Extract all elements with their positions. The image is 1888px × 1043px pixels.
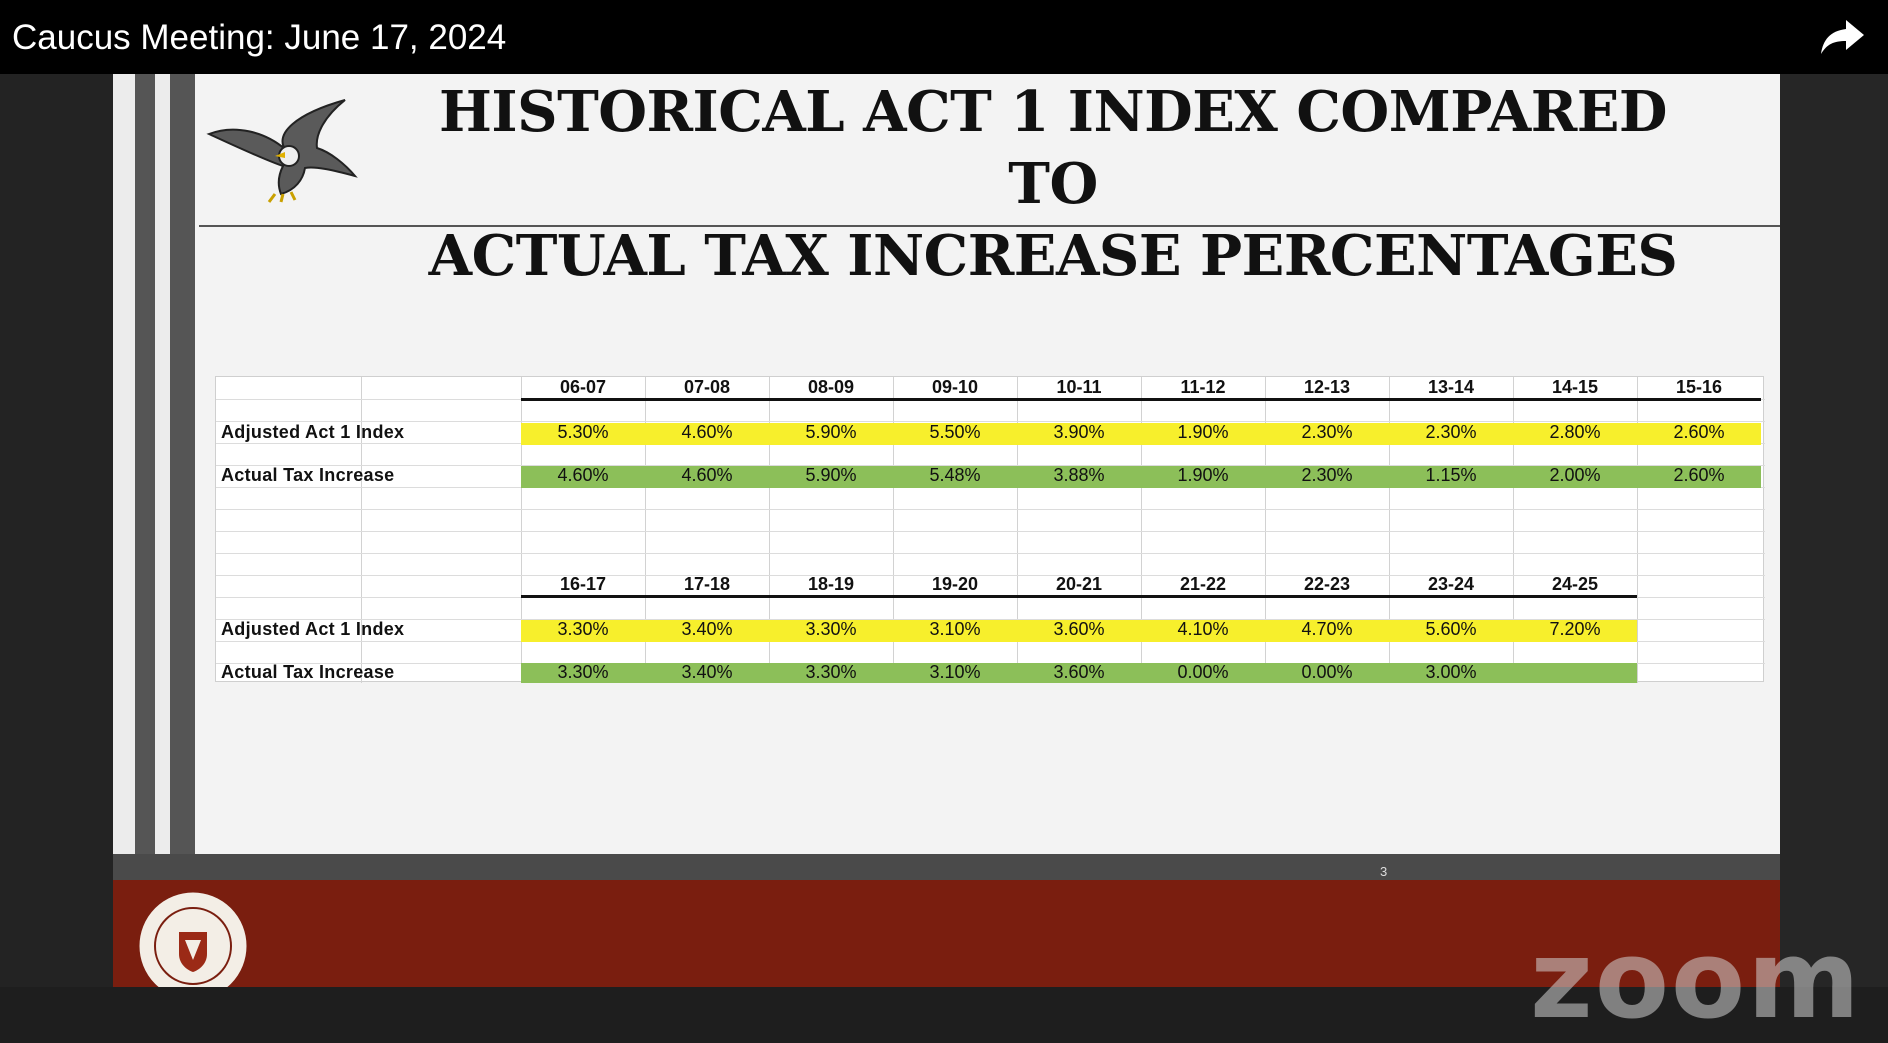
top-index-row-fill [521, 423, 1761, 445]
share-button[interactable] [1818, 14, 1868, 60]
year-header: 12-13 [1303, 377, 1351, 397]
actual-row-label: Actual Tax Increase [221, 662, 395, 682]
year-header: 15-16 [1675, 377, 1723, 397]
year-header: 23-24 [1427, 574, 1475, 594]
index-value: 3.30% [805, 619, 857, 639]
actual-row-label: Actual Tax Increase [221, 465, 395, 485]
year-header: 17-18 [683, 574, 731, 594]
year-header: 14-15 [1551, 377, 1599, 397]
index-value: 3.10% [929, 619, 981, 639]
index-value: 5.90% [805, 422, 857, 442]
year-header: 08-09 [807, 377, 855, 397]
year-header: 19-20 [931, 574, 979, 594]
index-value: 5.30% [557, 422, 609, 442]
index-value: 2.30% [1425, 422, 1477, 442]
index-value: 2.60% [1673, 422, 1725, 442]
index-row-label: Adjusted Act 1 Index [221, 422, 405, 442]
actual-value: 5.48% [929, 465, 981, 485]
actual-value: 3.10% [929, 662, 981, 682]
year-header: 06-07 [559, 377, 607, 397]
school-district-seal-icon [136, 889, 250, 987]
index-value: 5.60% [1425, 619, 1477, 639]
video-title-bar: Caucus Meeting: June 17, 2024 [0, 0, 1888, 74]
presentation-slide: HISTORICAL ACT 1 INDEX COMPARED TO ACTUA… [113, 74, 1780, 854]
index-value: 2.80% [1549, 422, 1601, 442]
slide-bottom-bar [113, 854, 1780, 880]
top-actual-row-fill [521, 466, 1761, 488]
slide-title-line-1: HISTORICAL ACT 1 INDEX COMPARED TO [439, 79, 1667, 217]
actual-value: 2.00% [1549, 465, 1601, 485]
actual-value: 1.90% [1177, 465, 1229, 485]
actual-value: 3.40% [681, 662, 733, 682]
year-header: 20-21 [1055, 574, 1103, 594]
video-title[interactable]: Caucus Meeting: June 17, 2024 [12, 18, 507, 57]
bottom-index-row-fill [521, 620, 1637, 642]
year-header: 09-10 [931, 377, 979, 397]
index-value: 4.70% [1301, 619, 1353, 639]
actual-value: 3.30% [557, 662, 609, 682]
year-header: 16-17 [559, 574, 607, 594]
actual-value: 3.00% [1425, 662, 1477, 682]
eagle-mascot-icon [206, 99, 358, 203]
index-value: 3.40% [681, 619, 733, 639]
actual-value: 0.00% [1177, 662, 1229, 682]
index-value: 1.90% [1177, 422, 1229, 442]
title-divider [199, 225, 1780, 227]
year-header: 18-19 [807, 574, 855, 594]
year-header: 13-14 [1427, 377, 1475, 397]
index-value: 4.10% [1177, 619, 1229, 639]
zoom-watermark: zoom [1530, 918, 1862, 1043]
actual-value: 2.60% [1673, 465, 1725, 485]
actual-value: 5.90% [805, 465, 857, 485]
tax-comparison-table: 06-07 07-08 08-09 09-10 10-11 11-12 12-1… [215, 376, 1765, 683]
actual-value: 3.88% [1053, 465, 1105, 485]
year-header: 24-25 [1551, 574, 1599, 594]
year-header: 22-23 [1303, 574, 1351, 594]
slide-title: HISTORICAL ACT 1 INDEX COMPARED TO ACTUA… [403, 76, 1703, 292]
slide-footer [113, 880, 1780, 987]
actual-value: 2.30% [1301, 465, 1353, 485]
actual-value: 4.60% [557, 465, 609, 485]
index-value: 2.30% [1301, 422, 1353, 442]
slide-side-stripes [113, 74, 195, 854]
left-letterbox [0, 74, 113, 987]
index-value: 4.60% [681, 422, 733, 442]
share-arrow-icon [1821, 20, 1864, 54]
actual-value: 1.15% [1425, 465, 1477, 485]
index-value: 3.90% [1053, 422, 1105, 442]
slide-title-line-2: ACTUAL TAX INCREASE PERCENTAGES [428, 223, 1678, 289]
year-header: 07-08 [683, 377, 731, 397]
actual-value: 0.00% [1301, 662, 1353, 682]
bottom-actual-row-fill [521, 663, 1637, 683]
index-value: 7.20% [1549, 619, 1601, 639]
year-header: 10-11 [1056, 377, 1102, 397]
index-row-label: Adjusted Act 1 Index [221, 619, 405, 639]
actual-value: 3.60% [1053, 662, 1105, 682]
actual-value: 4.60% [681, 465, 733, 485]
right-letterbox [1780, 74, 1888, 987]
index-value: 5.50% [929, 422, 981, 442]
index-value: 3.60% [1053, 619, 1105, 639]
actual-value: 3.30% [805, 662, 857, 682]
year-header: 11-12 [1180, 377, 1226, 397]
year-header: 21-22 [1179, 574, 1227, 594]
index-value: 3.30% [557, 619, 609, 639]
slide-page-number: 3 [1380, 864, 1388, 879]
